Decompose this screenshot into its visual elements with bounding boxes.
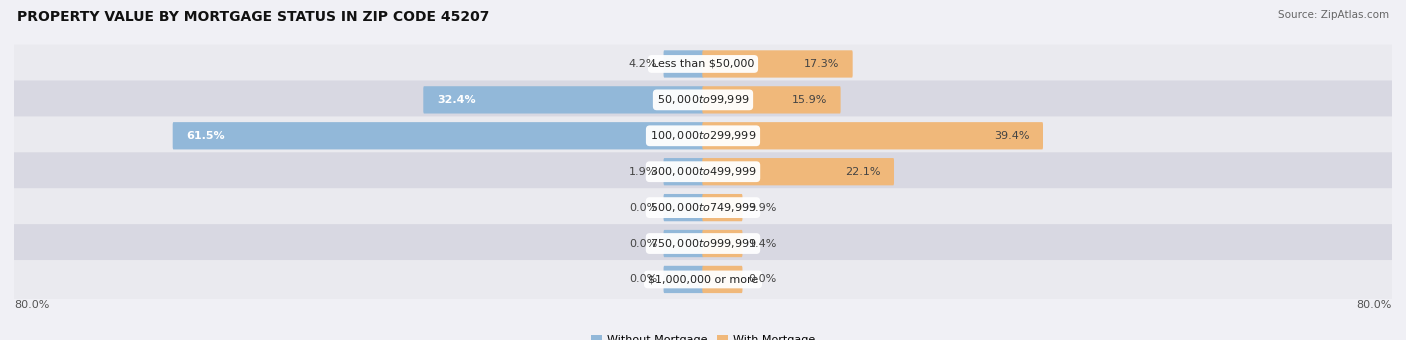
Text: 0.0%: 0.0% (628, 274, 658, 285)
FancyBboxPatch shape (703, 230, 742, 257)
FancyBboxPatch shape (0, 81, 1406, 119)
Text: 1.9%: 1.9% (628, 167, 658, 177)
FancyBboxPatch shape (664, 230, 703, 257)
Text: 0.0%: 0.0% (628, 203, 658, 212)
Text: 0.0%: 0.0% (748, 274, 778, 285)
Text: $50,000 to $99,999: $50,000 to $99,999 (657, 94, 749, 106)
Text: 17.3%: 17.3% (804, 59, 839, 69)
FancyBboxPatch shape (703, 122, 1043, 150)
FancyBboxPatch shape (664, 50, 703, 78)
Text: $1,000,000 or more: $1,000,000 or more (648, 274, 758, 285)
Text: $100,000 to $299,999: $100,000 to $299,999 (650, 129, 756, 142)
FancyBboxPatch shape (703, 194, 742, 221)
Text: $750,000 to $999,999: $750,000 to $999,999 (650, 237, 756, 250)
Text: 22.1%: 22.1% (845, 167, 880, 177)
FancyBboxPatch shape (703, 266, 742, 293)
FancyBboxPatch shape (664, 266, 703, 293)
FancyBboxPatch shape (173, 122, 703, 150)
FancyBboxPatch shape (664, 194, 703, 221)
FancyBboxPatch shape (703, 158, 894, 185)
FancyBboxPatch shape (0, 45, 1406, 83)
FancyBboxPatch shape (0, 260, 1406, 299)
Text: 80.0%: 80.0% (1357, 300, 1392, 309)
Text: $300,000 to $499,999: $300,000 to $499,999 (650, 165, 756, 178)
Text: $500,000 to $749,999: $500,000 to $749,999 (650, 201, 756, 214)
Text: 1.4%: 1.4% (748, 239, 778, 249)
Text: PROPERTY VALUE BY MORTGAGE STATUS IN ZIP CODE 45207: PROPERTY VALUE BY MORTGAGE STATUS IN ZIP… (17, 10, 489, 24)
FancyBboxPatch shape (423, 86, 703, 114)
Text: 3.9%: 3.9% (748, 203, 778, 212)
Text: 4.2%: 4.2% (628, 59, 658, 69)
FancyBboxPatch shape (0, 152, 1406, 191)
Text: 15.9%: 15.9% (792, 95, 827, 105)
FancyBboxPatch shape (0, 188, 1406, 227)
Text: 61.5%: 61.5% (186, 131, 225, 141)
FancyBboxPatch shape (0, 224, 1406, 263)
FancyBboxPatch shape (703, 50, 852, 78)
Text: 80.0%: 80.0% (14, 300, 49, 309)
FancyBboxPatch shape (0, 116, 1406, 155)
Text: Source: ZipAtlas.com: Source: ZipAtlas.com (1278, 10, 1389, 20)
FancyBboxPatch shape (703, 86, 841, 114)
FancyBboxPatch shape (664, 158, 703, 185)
Text: 0.0%: 0.0% (628, 239, 658, 249)
Text: 32.4%: 32.4% (437, 95, 475, 105)
Legend: Without Mortgage, With Mortgage: Without Mortgage, With Mortgage (586, 330, 820, 340)
Text: Less than $50,000: Less than $50,000 (652, 59, 754, 69)
Text: 39.4%: 39.4% (994, 131, 1029, 141)
